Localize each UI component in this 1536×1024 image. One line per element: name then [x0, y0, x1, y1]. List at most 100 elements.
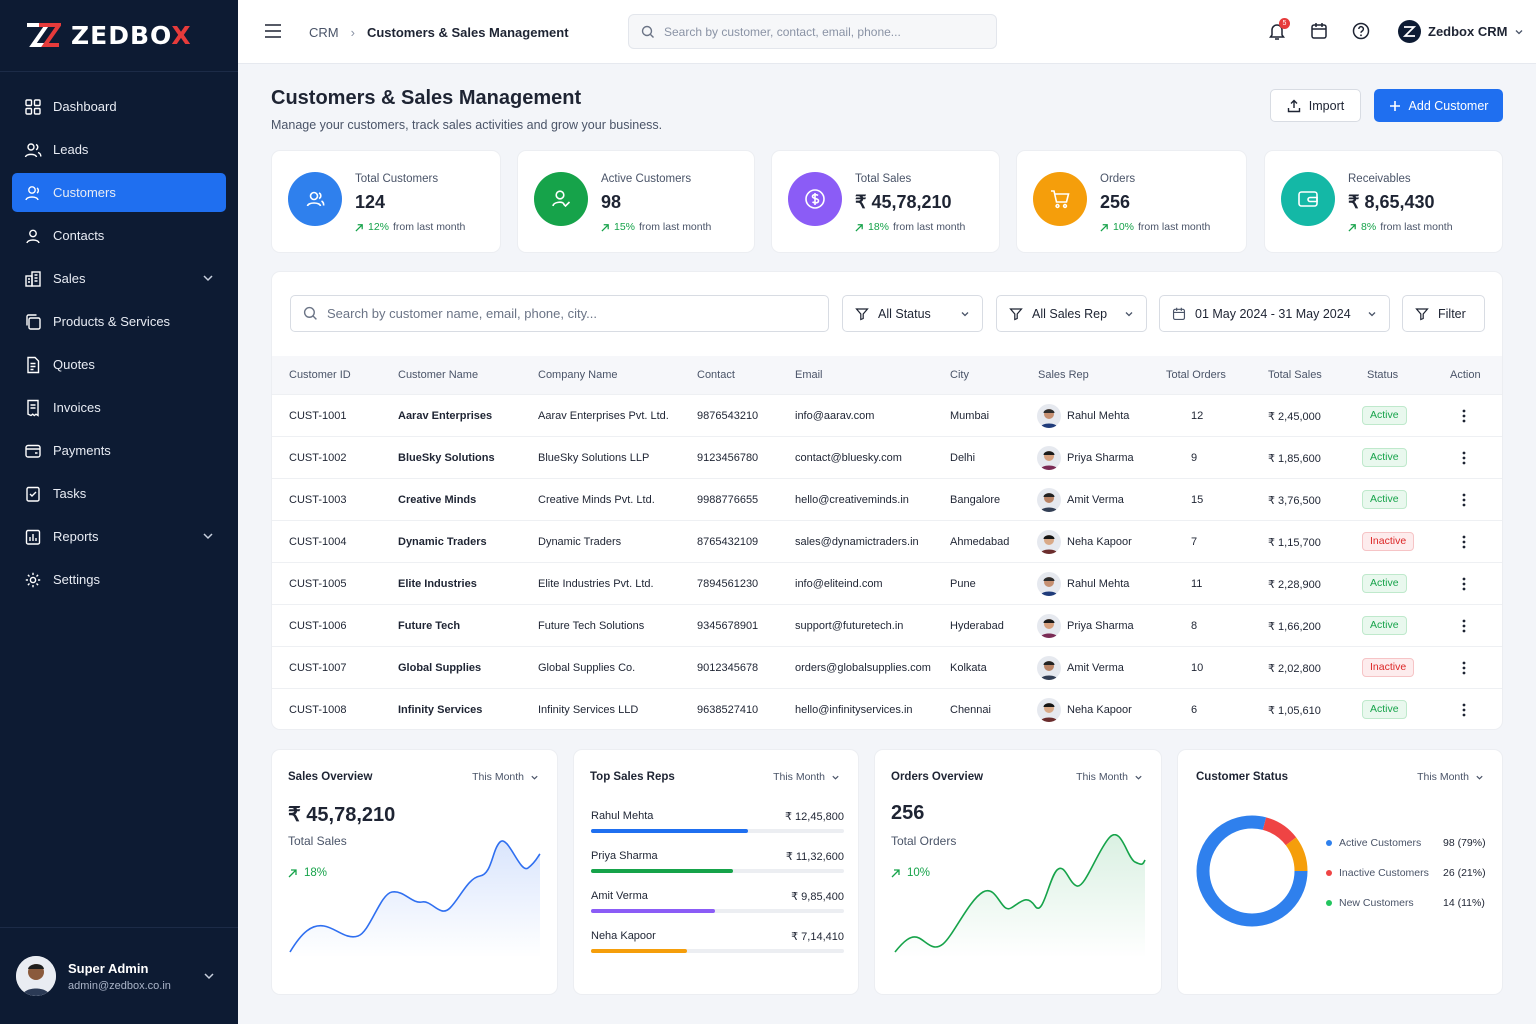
customer-search-input[interactable]: Search by customer name, email, phone, c… — [290, 295, 829, 332]
sidebar-item-invoices[interactable]: Invoices — [12, 388, 226, 427]
chevron-down-icon[interactable] — [203, 970, 215, 982]
kpi-card-active-customers[interactable]: Active Customers 98 15% from last month — [517, 150, 755, 253]
more-options-icon[interactable] — [1462, 535, 1466, 549]
table-row[interactable]: CUST-1001 Aarav Enterprises Aarav Enterpri… — [272, 394, 1502, 436]
customer-status-period-select[interactable]: This Month — [1417, 771, 1484, 783]
kpi-trend-note: from last month — [893, 221, 966, 233]
chevron-down-icon — [531, 775, 538, 780]
city: Chennai — [950, 704, 991, 716]
more-options-icon[interactable] — [1462, 577, 1466, 591]
customer-id: CUST-1005 — [289, 578, 347, 590]
sidebar-item-label: Contacts — [53, 228, 105, 243]
filter-button[interactable]: Filter — [1402, 295, 1485, 332]
kpi-value: ₹ 8,65,430 — [1348, 192, 1435, 212]
more-options-icon[interactable] — [1462, 703, 1466, 717]
import-label: Import — [1308, 98, 1345, 113]
trend-up-icon — [855, 223, 863, 232]
kpi-card-receivables[interactable]: Receivables ₹ 8,65,430 8% from last month — [1264, 150, 1503, 253]
user-profile[interactable]: Super Admin admin@zedbox.co.in — [0, 927, 238, 1024]
chevron-down-icon — [1476, 775, 1483, 780]
column-header-contact[interactable]: Contact — [697, 369, 735, 381]
total-sales: ₹ 1,85,600 — [1268, 453, 1321, 465]
menu-icon[interactable] — [264, 24, 282, 38]
table-row[interactable]: CUST-1007 Global Supplies Global Supplies … — [272, 646, 1502, 688]
email: info@aarav.com — [795, 410, 875, 422]
table-row[interactable]: CUST-1002 BlueSky Solutions BlueSky Soluti… — [272, 436, 1502, 478]
orders-period-select[interactable]: This Month — [1076, 771, 1143, 783]
add-customer-button[interactable]: Add Customer — [1374, 89, 1503, 122]
sales-overview-period-select[interactable]: This Month — [472, 771, 539, 783]
help-icon[interactable] — [1352, 22, 1370, 40]
column-header-customer-id[interactable]: Customer ID — [289, 369, 351, 381]
more-options-icon[interactable] — [1462, 451, 1466, 465]
status-filter-select[interactable]: All Status — [842, 295, 983, 332]
account-menu[interactable]: Zedbox CRM — [1398, 20, 1524, 43]
rep-name: Rahul Mehta — [591, 810, 654, 822]
sales-rep-filter-select[interactable]: All Sales Rep — [996, 295, 1147, 332]
company-name: Creative Minds Pvt. Ltd. — [538, 494, 655, 506]
more-options-icon[interactable] — [1462, 661, 1466, 675]
global-search-input[interactable]: Search by customer, contact, email, phon… — [628, 14, 997, 49]
kpi-card-orders[interactable]: Orders 256 10% from last month — [1016, 150, 1247, 253]
column-header-total-sales[interactable]: Total Sales — [1268, 369, 1322, 381]
global-search-placeholder: Search by customer, contact, email, phon… — [664, 24, 901, 39]
more-options-icon[interactable] — [1462, 493, 1466, 507]
customer-status-donut — [1196, 815, 1308, 927]
sidebar-item-label: Reports — [53, 529, 99, 544]
kpi-card-total-customers[interactable]: Total Customers 124 12% from last month — [271, 150, 501, 253]
sidebar-item-quotes[interactable]: Quotes — [12, 345, 226, 384]
table-row[interactable]: CUST-1003 Creative Minds Creative Minds Pv… — [272, 478, 1502, 520]
breadcrumb-current: Customers & Sales Management — [366, 25, 569, 40]
table-row[interactable]: CUST-1008 Infinity Services Infinity Servi… — [272, 688, 1502, 730]
total-sales: ₹ 2,28,900 — [1268, 579, 1321, 591]
sidebar-item-dashboard[interactable]: Dashboard — [12, 87, 226, 126]
more-options-icon[interactable] — [1462, 409, 1466, 423]
brand-logo[interactable]: ZEDBOX — [0, 0, 238, 72]
top-reps-period-select[interactable]: This Month — [773, 771, 840, 783]
active-customers-icon — [534, 172, 588, 226]
customer-name: Creative Minds — [398, 494, 477, 506]
sidebar-item-payments[interactable]: Payments — [12, 431, 226, 470]
date-range-picker[interactable]: 01 May 2024 - 31 May 2024 — [1159, 295, 1390, 332]
status-badge: Active — [1362, 616, 1407, 635]
column-header-customer-name[interactable]: Customer Name — [398, 369, 479, 381]
table-row[interactable]: CUST-1006 Future Tech Future Tech Solution… — [272, 604, 1502, 646]
import-button[interactable]: Import — [1270, 89, 1361, 122]
user-name: Super Admin — [68, 960, 149, 976]
rep-amount: ₹ 9,85,400 — [791, 891, 844, 903]
more-options-icon[interactable] — [1462, 619, 1466, 633]
table-row[interactable]: CUST-1005 Elite Industries Elite Industrie… — [272, 562, 1502, 604]
legend-label: Inactive Customers — [1339, 867, 1429, 879]
table-row[interactable]: CUST-1004 Dynamic Traders Dynamic Traders 8… — [272, 520, 1502, 562]
rep-bar-track — [591, 949, 844, 953]
kpi-trend-pct: 8% — [1361, 221, 1377, 233]
kpi-card-total-sales[interactable]: Total Sales ₹ 45,78,210 18% from last month — [771, 150, 1000, 253]
status-badge: Inactive — [1362, 658, 1415, 677]
column-header-action[interactable]: Action — [1450, 369, 1481, 381]
city: Delhi — [950, 452, 976, 464]
column-header-status[interactable]: Status — [1367, 369, 1399, 381]
company-name: BlueSky Solutions LLP — [538, 452, 650, 464]
column-header-city[interactable]: City — [950, 369, 969, 381]
sidebar-item-sales[interactable]: Sales — [12, 259, 226, 298]
column-header-email[interactable]: Email — [795, 369, 823, 381]
breadcrumb-crm[interactable]: CRM — [309, 25, 339, 40]
column-header-company-name[interactable]: Company Name — [538, 369, 618, 381]
column-header-sales-rep[interactable]: Sales Rep — [1038, 369, 1089, 381]
sidebar-item-customers[interactable]: Customers — [12, 173, 226, 212]
users-icon — [24, 142, 42, 157]
sidebar-item-leads[interactable]: Leads — [12, 130, 226, 169]
calendar-icon[interactable] — [1310, 22, 1328, 40]
sidebar-item-products-services[interactable]: Products & Services — [12, 302, 226, 341]
column-header-total-orders[interactable]: Total Orders — [1166, 369, 1226, 381]
sidebar-item-settings[interactable]: Settings — [12, 560, 226, 599]
sidebar-item-contacts[interactable]: Contacts — [12, 216, 226, 255]
sidebar-item-reports[interactable]: Reports — [12, 517, 226, 556]
sidebar-item-tasks[interactable]: Tasks — [12, 474, 226, 513]
account-name: Zedbox CRM — [1428, 24, 1508, 39]
user-icon — [25, 185, 39, 200]
contact-number: 9012345678 — [697, 662, 759, 674]
orders-overview-title: Orders Overview — [891, 771, 984, 783]
filter-icon — [1009, 307, 1023, 320]
company-name: Future Tech Solutions — [538, 620, 645, 632]
